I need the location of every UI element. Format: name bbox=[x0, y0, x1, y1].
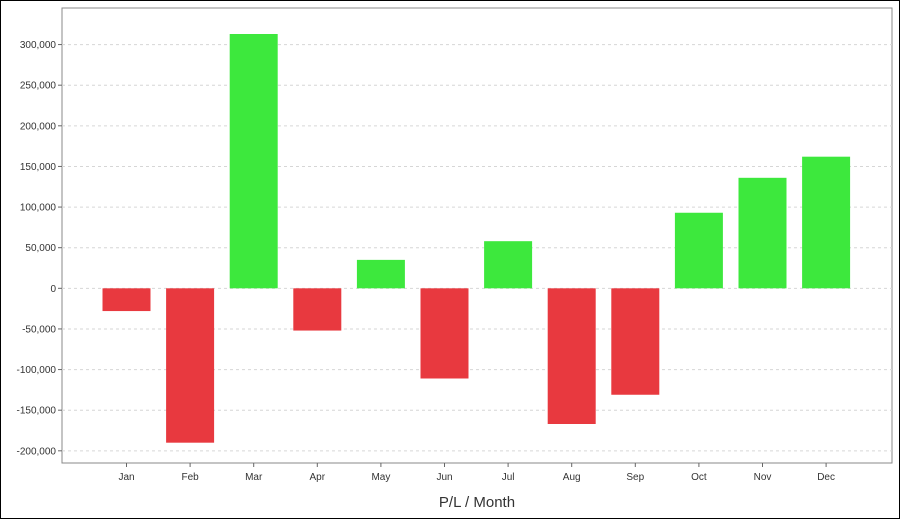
x-tick-label-may: May bbox=[371, 472, 390, 483]
x-tick-label-jun: Jun bbox=[436, 472, 452, 483]
bars bbox=[102, 34, 851, 443]
x-tick-label-dec: Dec bbox=[817, 472, 835, 483]
x-tick-label-aug: Aug bbox=[563, 472, 581, 483]
y-tick-label: 50,000 bbox=[25, 243, 56, 254]
x-tick-label-mar: Mar bbox=[245, 472, 263, 483]
y-axis-ticks: -200,000 -150,000 -100,000 -50,000 0 50,000 10… bbox=[17, 40, 62, 457]
y-tick-label: 250,000 bbox=[20, 81, 57, 92]
y-tick-label: 200,000 bbox=[20, 121, 57, 132]
x-axis-ticks: Jan Feb Mar Apr May Jun Jul Aug Sep Oct Nov Dec bbox=[118, 463, 835, 483]
x-tick-label-sep: Sep bbox=[626, 472, 644, 483]
bar-dec bbox=[802, 156, 851, 289]
x-tick-label-jul: Jul bbox=[502, 472, 515, 483]
bar-jun bbox=[420, 288, 469, 379]
y-tick-label: -100,000 bbox=[17, 365, 57, 376]
x-tick-label-jan: Jan bbox=[118, 472, 134, 483]
bar-sep bbox=[611, 288, 660, 395]
y-tick-label: 150,000 bbox=[20, 162, 57, 173]
bar-aug bbox=[547, 288, 596, 424]
bar-jan bbox=[102, 288, 151, 312]
bar-apr bbox=[293, 288, 342, 331]
y-tick-label: -50,000 bbox=[22, 324, 56, 335]
bar-oct bbox=[674, 212, 723, 289]
bar-nov bbox=[738, 177, 787, 289]
y-tick-label: -150,000 bbox=[17, 406, 57, 417]
y-tick-label: -200,000 bbox=[17, 446, 57, 457]
bar-feb bbox=[166, 288, 215, 443]
x-tick-label-nov: Nov bbox=[754, 472, 772, 483]
y-tick-label: 100,000 bbox=[20, 203, 57, 214]
x-axis-title: P/L / Month bbox=[439, 494, 515, 511]
bar-mar bbox=[229, 34, 278, 289]
y-tick-label: 0 bbox=[50, 284, 56, 295]
x-tick-label-apr: Apr bbox=[310, 472, 326, 483]
x-tick-label-oct: Oct bbox=[691, 472, 707, 483]
y-tick-label: 300,000 bbox=[20, 40, 57, 51]
x-tick-label-feb: Feb bbox=[181, 472, 199, 483]
bar-jul bbox=[484, 241, 533, 289]
bar-may bbox=[356, 259, 405, 289]
